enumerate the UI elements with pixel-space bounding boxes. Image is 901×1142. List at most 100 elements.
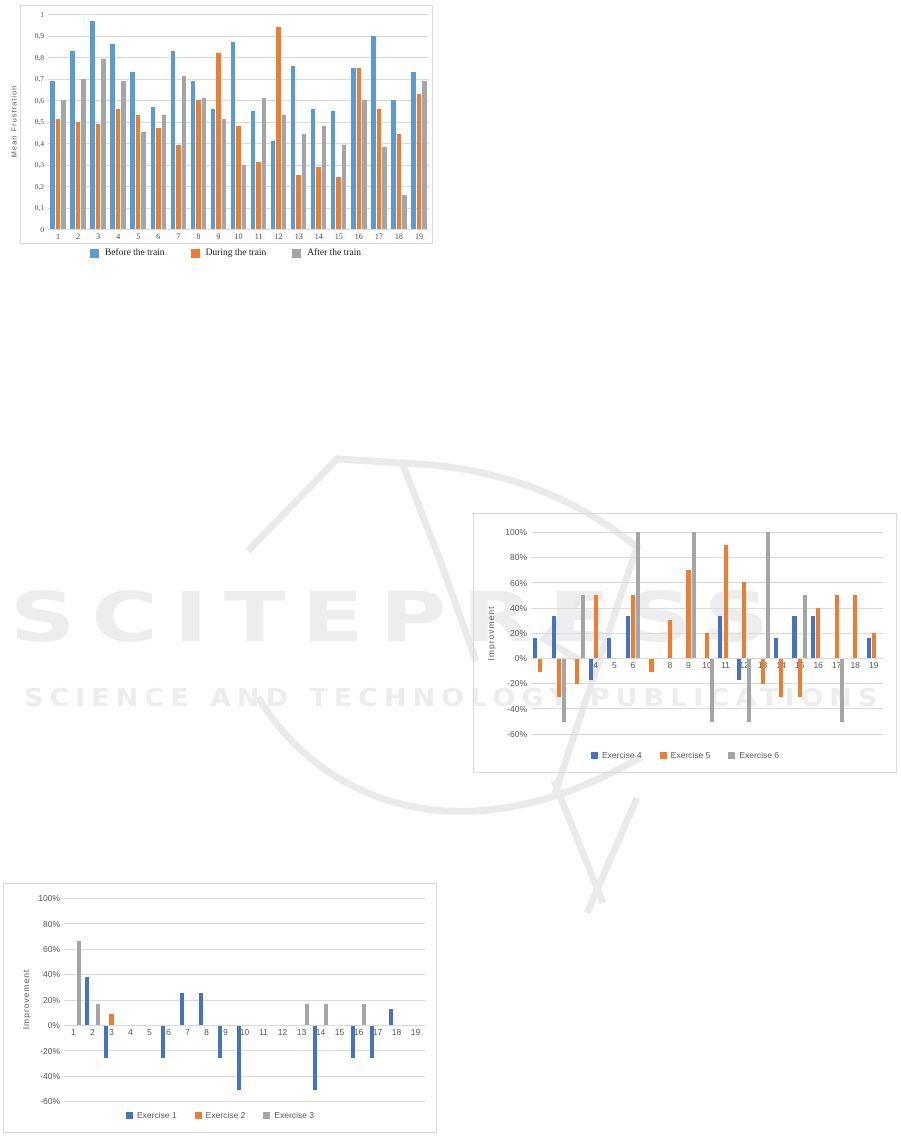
y-tick-label: -40% [40,1071,60,1082]
x-category-label: 19 [415,232,423,241]
gridline [531,607,883,609]
y-tick-label: 0 [40,224,44,234]
bar [101,59,106,229]
legend-swatch [125,1111,133,1119]
bar [411,72,416,229]
x-category-label: 15 [334,1027,345,1037]
exercises-4-6-legend: Exercise 4 Exercise 5 Exercise 6 [474,750,896,760]
y-tick-label: -20% [40,1045,60,1056]
gridline [48,57,429,58]
legend-item: Exercise 3 [263,1110,314,1120]
bar [55,119,61,229]
x-category-label: 14 [314,232,323,241]
x-category-label: 5 [136,232,141,241]
bar [797,659,802,697]
legend-label: Exercise 1 [136,1110,177,1120]
x-category-label: 16 [813,660,823,670]
bar [391,100,396,229]
bar [104,1026,109,1058]
bar [156,128,161,229]
x-category-label: 7 [176,232,181,241]
x-category-label: 18 [394,232,403,241]
legend-item: Exercise 5 [659,750,711,760]
bar [75,121,81,229]
gridline [48,35,429,37]
improvement-exercises-4-6-chart: Improvment Exercise 4 Exercise 5 Exercise … [473,513,897,773]
watermark-tagline-text: SCIENCE AND TECHNOLOGY PUBLICATIONS [24,684,884,713]
bar [230,41,236,229]
bar [538,659,543,672]
bar [76,941,81,1025]
x-category-label: 13 [294,232,303,241]
bar [141,132,146,230]
x-category-label: 9 [216,232,221,241]
mean-frustration-chart: Mean Frustration 0 0,1 0,2 0,3 0,4 0,5 0,6 0,7 0… [10,5,433,244]
bar [376,108,382,229]
legend-item: Before the train [89,248,165,258]
y-tick-label: 80% [42,918,60,929]
legend-swatch [194,1111,202,1119]
frustration-legend: Before the train During the train After th… [20,248,431,258]
x-category-label: 17 [372,1027,383,1037]
y-tick-label: 0,4 [34,138,44,148]
y-tick-label: 40% [509,602,527,613]
bar [241,164,247,229]
bar [221,119,227,229]
gridline [64,898,425,899]
x-category-label: 12 [274,232,283,241]
bar [199,993,204,1026]
bar [236,125,241,229]
bar [170,50,176,229]
y-tick-label: 0% [514,653,527,664]
x-category-label: 13 [296,1027,307,1037]
x-category-label: 17 [374,232,383,241]
gridline [531,658,883,659]
x-category-label: 3 [109,1027,114,1037]
bar [180,993,185,1026]
bar [61,100,66,229]
y-tick-label: -60% [40,1096,60,1107]
x-category-label: 6 [156,232,161,241]
bar [304,1004,309,1025]
bar [351,67,356,230]
y-tick-label: 0,9 [34,31,44,41]
bar [691,532,696,658]
bar [362,100,367,229]
x-category-label: 12 [739,660,749,670]
gridline [531,733,883,735]
legend-item: Exercise 2 [194,1110,245,1120]
x-category-label: 1 [56,232,60,241]
legend-item: Exercise 1 [125,1110,177,1120]
x-category-label: 7 [185,1027,190,1037]
bar [361,1004,366,1025]
bar [256,162,261,229]
x-category-label: 16 [353,1027,364,1037]
gridline [48,229,429,230]
legend-label: Before the train [104,248,165,258]
legend-label: After the train [307,248,362,258]
bar [121,80,126,229]
x-category-label: 19 [868,660,879,670]
bar [853,595,858,658]
bar [636,532,641,658]
bar [356,67,362,230]
improvement-exercises-1-3-chart: Improvement Exercise 1 Exercise 2 Exercise… [3,883,437,1133]
bar [323,1004,328,1025]
legend-swatch [728,751,736,759]
bar [742,582,747,658]
bar [533,637,538,658]
y-tick-label: 0,3 [34,160,44,170]
bar [839,659,844,722]
bar [85,977,90,1025]
legend-label: Exercise 5 [670,750,711,760]
bar [115,108,121,229]
y-tick-label: 0,1 [34,203,44,213]
bar [747,659,752,722]
y-tick-label: 0% [47,1020,60,1031]
bar [371,35,376,229]
bar [389,1009,394,1025]
bar [575,659,580,685]
y-tick-label: 0,6 [34,95,44,105]
bar [237,1026,242,1090]
bar [150,106,156,229]
